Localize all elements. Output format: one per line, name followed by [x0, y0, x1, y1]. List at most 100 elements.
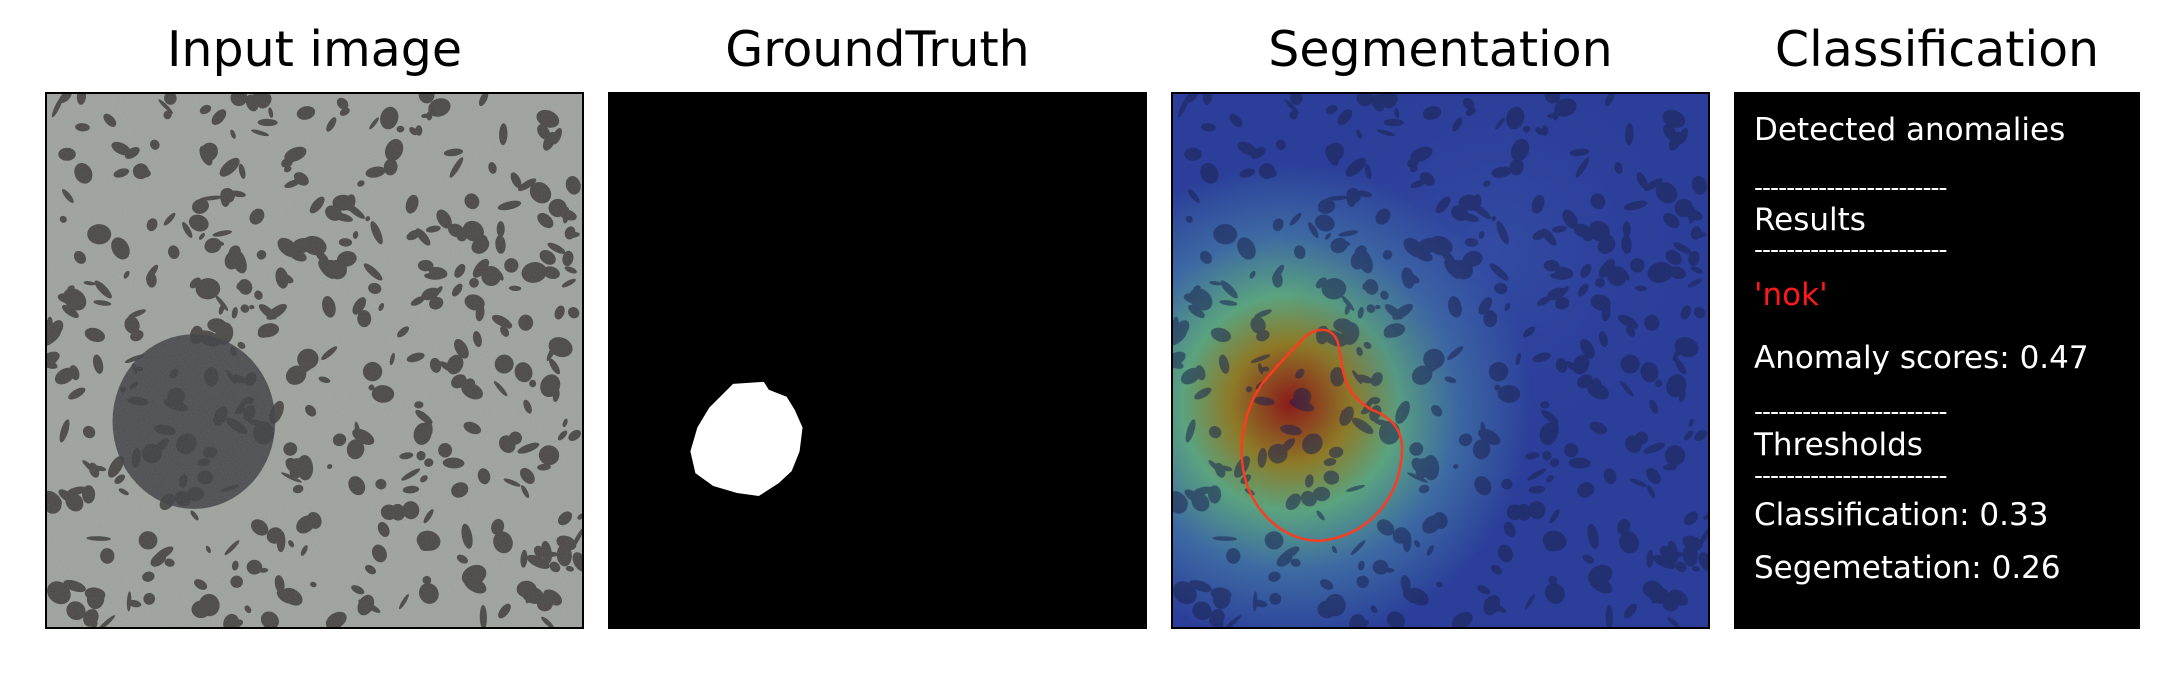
texture-spot: [1252, 591, 1258, 612]
texture-spot: [1214, 462, 1226, 478]
texture-spot: [1370, 372, 1383, 387]
texture-spot: [1188, 189, 1200, 203]
texture-spot: [1444, 376, 1457, 383]
texture-spot: [1478, 297, 1493, 315]
texture-spot: [1411, 365, 1433, 385]
divider: ------------------------: [1754, 173, 1948, 202]
texture-spot: [1690, 226, 1702, 240]
texture-spot: [1451, 611, 1473, 627]
texture-spot: [1562, 209, 1578, 229]
texture-spot: [1324, 232, 1331, 240]
texture-spot: [1528, 485, 1546, 494]
texture-spot: [1546, 475, 1554, 483]
texture-spot: [1356, 374, 1373, 384]
texture-spot: [1509, 158, 1524, 176]
texture-spot: [1222, 615, 1242, 627]
texture-spot: [1668, 266, 1686, 279]
texture-spot: [1328, 446, 1344, 458]
texture-spot: [1683, 511, 1699, 526]
texture-spot: [1667, 540, 1678, 564]
texture-spot: [1428, 235, 1453, 256]
texture-spot: [1425, 108, 1435, 114]
texture-spot: [1346, 484, 1365, 492]
texture-spot: [1458, 194, 1480, 211]
texture-spot: [1620, 381, 1634, 397]
texture-spot: [1357, 306, 1364, 319]
texture-spot: [1643, 178, 1663, 192]
texture-spot: [1667, 616, 1680, 627]
texture-spot: [1549, 509, 1560, 524]
texture-spot: [1414, 540, 1421, 548]
texture-spot: [1410, 146, 1433, 162]
texture-spot: [1694, 429, 1707, 441]
texture-spot: [1337, 109, 1353, 125]
texture-spot: [1325, 104, 1338, 115]
texture-spot: [1173, 581, 1197, 605]
texture-spot: [1544, 94, 1561, 104]
texture-spot: [1280, 438, 1295, 453]
texture-spot: [1458, 212, 1479, 222]
texture-spot: [1523, 326, 1536, 338]
texture-spot: [1249, 270, 1256, 279]
texture-spot: [1289, 110, 1298, 120]
texture-spot: [1488, 361, 1509, 382]
texture-spot: [1317, 198, 1335, 214]
texture-spot: [1229, 113, 1243, 127]
texture-spot: [1494, 384, 1501, 391]
texture-spot: [1504, 303, 1511, 311]
texture-spot: [1448, 296, 1462, 318]
texture-spot: [1239, 168, 1256, 178]
texture-spot: [1595, 277, 1605, 288]
texture-spot: [1272, 218, 1284, 232]
divider: ------------------------: [1754, 397, 1948, 426]
texture-spot: [1634, 285, 1648, 292]
texture-spot: [1194, 387, 1212, 400]
texture-spot: [1545, 536, 1564, 552]
texture-spot: [1531, 194, 1545, 214]
texture-spot: [1568, 457, 1591, 469]
texture-spot: [1496, 221, 1509, 245]
divider: ------------------------: [1754, 235, 1948, 264]
texture-spot: [1582, 230, 1594, 242]
texture-spot: [1491, 166, 1512, 178]
texture-spot: [1382, 249, 1393, 260]
texture-spot: [1185, 215, 1193, 223]
texture-spot: [1555, 357, 1568, 373]
texture-spot: [1452, 117, 1463, 132]
texture-spot: [1357, 560, 1365, 571]
texture-spot: [1589, 421, 1608, 435]
texture-spot: [1354, 245, 1367, 259]
texture-spot: [1395, 400, 1410, 424]
texture-spot: [1356, 575, 1369, 588]
texture-spot: [1403, 237, 1425, 258]
texture-spot: [1431, 404, 1443, 417]
texture-spot: [1373, 419, 1393, 427]
texture-spot: [1250, 316, 1266, 334]
texture-spot: [1540, 401, 1550, 409]
texture-spot: [1655, 379, 1663, 388]
texture-spot: [1605, 604, 1613, 627]
texture-spot: [1300, 490, 1317, 507]
texture-spot: [1552, 111, 1559, 121]
texture-spot: [1620, 268, 1630, 281]
texture-spot: [1525, 452, 1540, 460]
texture-spot: [1386, 611, 1405, 627]
texture-spot: [1316, 510, 1325, 521]
divider: ------------------------: [1754, 461, 1948, 490]
texture-spot: [1426, 545, 1434, 556]
texture-spot: [1338, 230, 1359, 237]
texture-spot: [1289, 398, 1315, 412]
texture-spot: [1453, 464, 1459, 469]
texture-spot: [1491, 216, 1497, 222]
texture-spot: [1458, 433, 1473, 447]
texture-spot: [1422, 455, 1440, 481]
texture-spot: [1330, 237, 1348, 254]
texture-spot: [1663, 463, 1677, 471]
texture-spot: [1631, 322, 1639, 329]
texture-spot: [1703, 513, 1708, 520]
texture-spot: [1587, 523, 1599, 549]
texture-spot: [1259, 166, 1277, 178]
texture-spot: [1644, 314, 1660, 331]
texture-spot: [1626, 326, 1636, 337]
texture-spot: [1212, 536, 1238, 541]
